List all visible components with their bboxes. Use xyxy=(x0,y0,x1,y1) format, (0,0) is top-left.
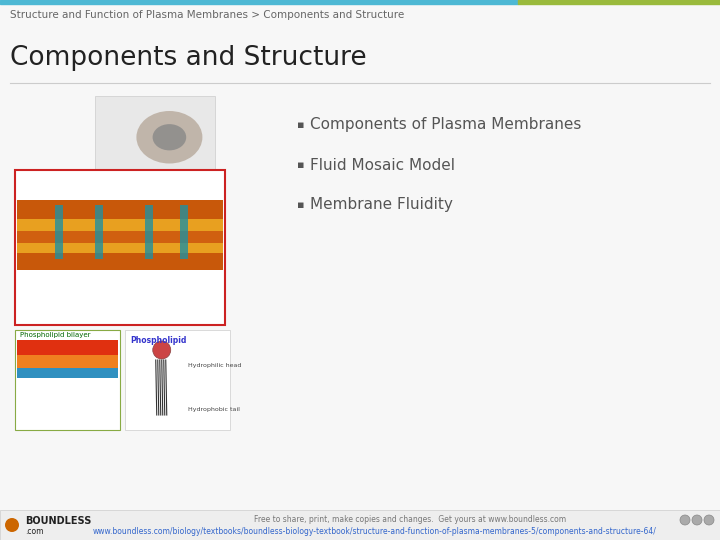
Text: BOUNDLESS: BOUNDLESS xyxy=(25,516,91,525)
Bar xyxy=(17,231,223,244)
Text: www.boundless.com/biology/textbooks/boundless-biology-textbook/structure-and-fun: www.boundless.com/biology/textbooks/boun… xyxy=(92,527,657,536)
Text: Fluid Mosaic Model: Fluid Mosaic Model xyxy=(310,158,455,172)
Bar xyxy=(15,330,120,430)
Text: Phospholipid: Phospholipid xyxy=(130,336,186,345)
Text: Free to share, print, make copies and changes.  Get yours at www.boundless.com: Free to share, print, make copies and ch… xyxy=(254,515,567,523)
Bar xyxy=(55,205,63,259)
Text: Membrane Fluidity: Membrane Fluidity xyxy=(310,198,453,213)
Bar xyxy=(17,355,118,375)
Ellipse shape xyxy=(5,518,19,532)
Bar xyxy=(17,219,223,253)
Text: ▪: ▪ xyxy=(297,160,305,170)
Text: ▪: ▪ xyxy=(297,200,305,210)
Bar xyxy=(180,205,188,259)
Circle shape xyxy=(680,515,690,525)
Ellipse shape xyxy=(153,341,171,359)
Circle shape xyxy=(704,515,714,525)
Text: Phospholipid bilayer: Phospholipid bilayer xyxy=(20,332,91,338)
Circle shape xyxy=(692,515,702,525)
Bar xyxy=(95,205,103,259)
Bar xyxy=(0,0,518,4)
Text: ▪: ▪ xyxy=(297,120,305,130)
Text: Hydrophobic tail: Hydrophobic tail xyxy=(188,408,240,413)
Bar xyxy=(125,330,230,430)
Text: Components and Structure: Components and Structure xyxy=(10,45,366,71)
Bar xyxy=(95,96,215,171)
Bar xyxy=(17,368,118,378)
Text: Components of Plasma Membranes: Components of Plasma Membranes xyxy=(310,118,581,132)
Bar xyxy=(145,205,153,259)
Text: Hydrophilic head: Hydrophilic head xyxy=(188,362,241,368)
Text: .com: .com xyxy=(25,527,43,536)
Bar xyxy=(17,340,118,375)
Bar xyxy=(15,170,225,325)
Bar xyxy=(518,0,720,4)
Ellipse shape xyxy=(136,111,202,164)
Bar xyxy=(17,200,223,270)
Text: Structure and Function of Plasma Membranes > Components and Structure: Structure and Function of Plasma Membran… xyxy=(10,10,404,20)
Bar xyxy=(0,510,720,540)
Ellipse shape xyxy=(153,124,186,150)
